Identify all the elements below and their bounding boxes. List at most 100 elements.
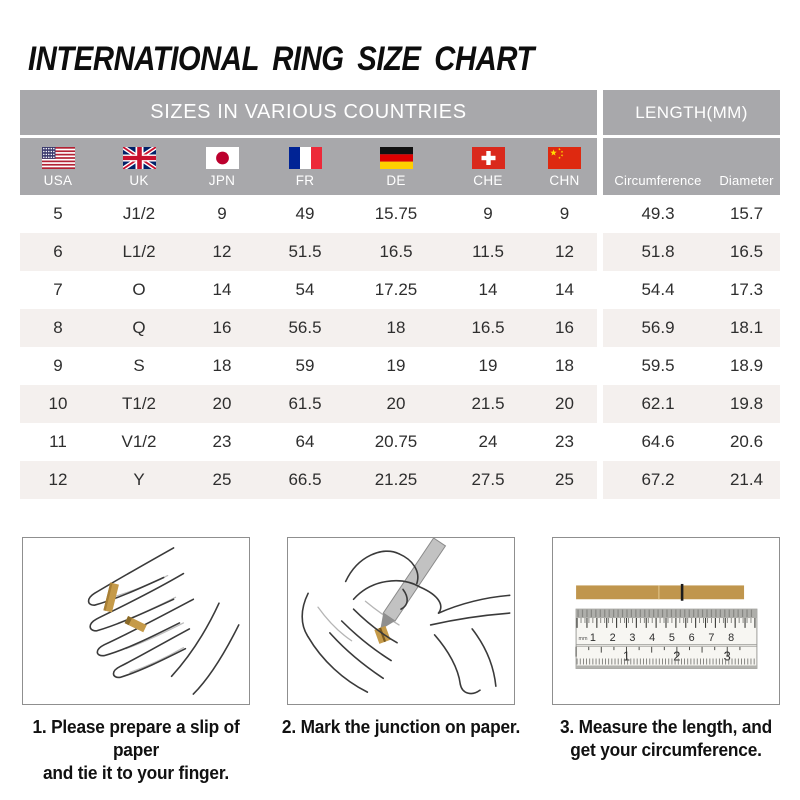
page-title: INTERNATIONAL RING SIZE CHART — [28, 40, 534, 78]
size-value-cell: 14 — [555, 280, 574, 299]
ruler-cm-label: 3 — [629, 632, 635, 644]
size-value-cell: 18.9 — [729, 356, 764, 375]
ruler-cm-label: 8 — [728, 632, 734, 644]
size-value-cell: 20 — [386, 394, 406, 413]
table-row: 11 V1/2 23 64 20.75 24 23 64.6 20.6 — [20, 423, 780, 461]
size-value-cell: 9 — [217, 204, 227, 223]
ruler-cm-label: 2 — [610, 632, 616, 644]
size-value-cell: 10 — [48, 394, 68, 413]
ring-size-table: SIZES IN VARIOUS COUNTRIES LENGTH(MM) US… — [20, 90, 780, 499]
size-value-cell: 21.4 — [729, 470, 764, 489]
size-value-cell: 18 — [212, 356, 232, 375]
hand-with-paper-slip-illustration — [22, 537, 250, 705]
ruler-inch-label: 2 — [673, 649, 680, 664]
size-value-cell: 9 — [559, 204, 570, 223]
size-value-cell: 23 — [555, 432, 574, 451]
size-value-cell: O — [132, 280, 146, 299]
size-value-cell: 19 — [478, 356, 498, 375]
ruler-measurement-illustration: mm 1 2 3 4 5 6 7 8 1 2 3 — [552, 537, 780, 705]
size-value-cell: 62.1 — [641, 394, 675, 413]
size-value-cell: 25 — [555, 470, 574, 489]
header-divider — [597, 138, 603, 195]
size-value-cell: 19 — [386, 356, 406, 375]
length-column-diameter: Diameter — [719, 173, 774, 188]
mark-junction-icon — [301, 538, 511, 695]
country-code-label: USA — [43, 173, 73, 188]
size-value-cell: J1/2 — [122, 204, 156, 223]
table-row: 12 Y 25 66.5 21.25 27.5 25 67.2 21.4 — [20, 461, 780, 499]
table-row: 9 S 18 59 19 19 18 59.5 18.9 — [20, 347, 780, 385]
ruler-cm-label: 6 — [689, 632, 695, 644]
length-column-circumference: Circumference — [614, 173, 702, 188]
step-1-caption: 1. Please prepare a slip of paper and ti… — [9, 716, 262, 785]
size-value-cell: 11 — [49, 432, 67, 451]
size-value-cell: 16 — [212, 318, 232, 337]
size-value-cell: 23 — [212, 432, 232, 451]
size-value-cell: Y — [133, 470, 145, 489]
header-length-label: LENGTH(MM) — [635, 102, 748, 122]
size-value-cell: Q — [132, 318, 146, 337]
country-code-label: FR — [295, 173, 315, 188]
size-value-cell: 11.5 — [472, 242, 504, 261]
size-value-cell: 21.5 — [471, 394, 505, 413]
size-value-cell: 16 — [555, 318, 574, 337]
header-sizes-label: SIZES IN VARIOUS COUNTRIES — [150, 101, 467, 123]
flag-header-row: USA UK JPN FR DE CHE CHN Circumference Diameter — [20, 138, 780, 195]
size-value-cell: 19.8 — [729, 394, 764, 413]
size-value-cell: T1/2 — [121, 394, 157, 413]
size-value-cell: 17.25 — [374, 280, 418, 299]
table-row: 8 Q 16 56.5 18 16.5 16 56.9 18.1 — [20, 309, 780, 347]
hand-with-paper-slip-icon — [87, 547, 240, 695]
table-body: 5 J1/2 9 49 15.75 9 9 49.3 15.7 6 L1/2 12 51.5 16.5 11… — [20, 195, 780, 499]
size-value-cell: 14 — [478, 280, 498, 299]
ruler-inch-label: 3 — [724, 649, 731, 664]
size-value-cell: 17.3 — [729, 280, 764, 299]
size-value-cell: 61.5 — [288, 394, 322, 413]
size-value-cell: 51.8 — [641, 242, 675, 261]
country-code-label: JPN — [208, 173, 236, 188]
ruler-icon: mm 1 2 3 4 5 6 7 8 1 2 3 — [575, 583, 758, 669]
size-value-cell: 16.5 — [471, 318, 505, 337]
size-value-cell: 15.7 — [729, 204, 764, 223]
size-value-cell: 16.5 — [379, 242, 413, 261]
china-flag-icon — [548, 147, 581, 169]
instructions-section: 1. Please prepare a slip of paper and ti… — [22, 537, 780, 785]
size-value-cell: 56.9 — [641, 318, 675, 337]
size-value-cell: 12 — [48, 470, 68, 489]
country-column-usa: USA — [20, 138, 96, 195]
size-value-cell: 21.25 — [374, 470, 418, 489]
step-3-caption-line-2: get your circumference. — [570, 740, 762, 761]
size-value-cell: 18 — [555, 356, 574, 375]
country-column-chn: CHN — [532, 138, 597, 195]
instruction-step-1: 1. Please prepare a slip of paper and ti… — [22, 537, 250, 785]
step-2-caption-line-1: 2. Mark the junction on paper. — [281, 717, 521, 737]
ruler-inch-label: 1 — [623, 649, 630, 664]
country-code-label: DE — [386, 173, 406, 188]
size-value-cell: 66.5 — [288, 470, 322, 489]
size-value-cell: 59.5 — [641, 356, 675, 375]
step-1-caption-line-2: and tie it to your finger. — [42, 763, 230, 784]
size-value-cell: 6 — [53, 242, 63, 261]
table-row: 6 L1/2 12 51.5 16.5 11.5 12 51.8 16.5 — [20, 233, 780, 271]
size-value-cell: 15.75 — [374, 204, 418, 223]
ruler-cm-label: 4 — [649, 632, 655, 644]
size-value-cell: 56.5 — [288, 318, 322, 337]
size-value-cell: 49.3 — [641, 204, 675, 223]
size-value-cell: 20 — [555, 394, 574, 413]
step-3-caption-line-1: 3. Measure the length, and — [559, 717, 773, 737]
size-value-cell: 54.4 — [641, 280, 675, 299]
length-columns-row: Circumference Diameter — [603, 138, 780, 195]
size-value-cell: 8 — [53, 318, 63, 337]
step-2-caption: 2. Mark the junction on paper. — [274, 716, 527, 739]
ruler-mm-label: mm — [578, 636, 588, 642]
header-divider — [597, 90, 603, 135]
switzerland-flag-icon — [471, 147, 505, 169]
paper-strip — [576, 585, 745, 600]
table-row: 7 O 14 54 17.25 14 14 54.4 17.3 — [20, 271, 780, 309]
size-value-cell: 12 — [212, 242, 232, 261]
usa-flag-icon — [41, 147, 75, 169]
size-value-cell: 27.5 — [471, 470, 505, 489]
size-value-cell: S — [133, 356, 145, 375]
size-value-cell: 59 — [295, 356, 315, 375]
size-value-cell: L1/2 — [122, 242, 156, 261]
